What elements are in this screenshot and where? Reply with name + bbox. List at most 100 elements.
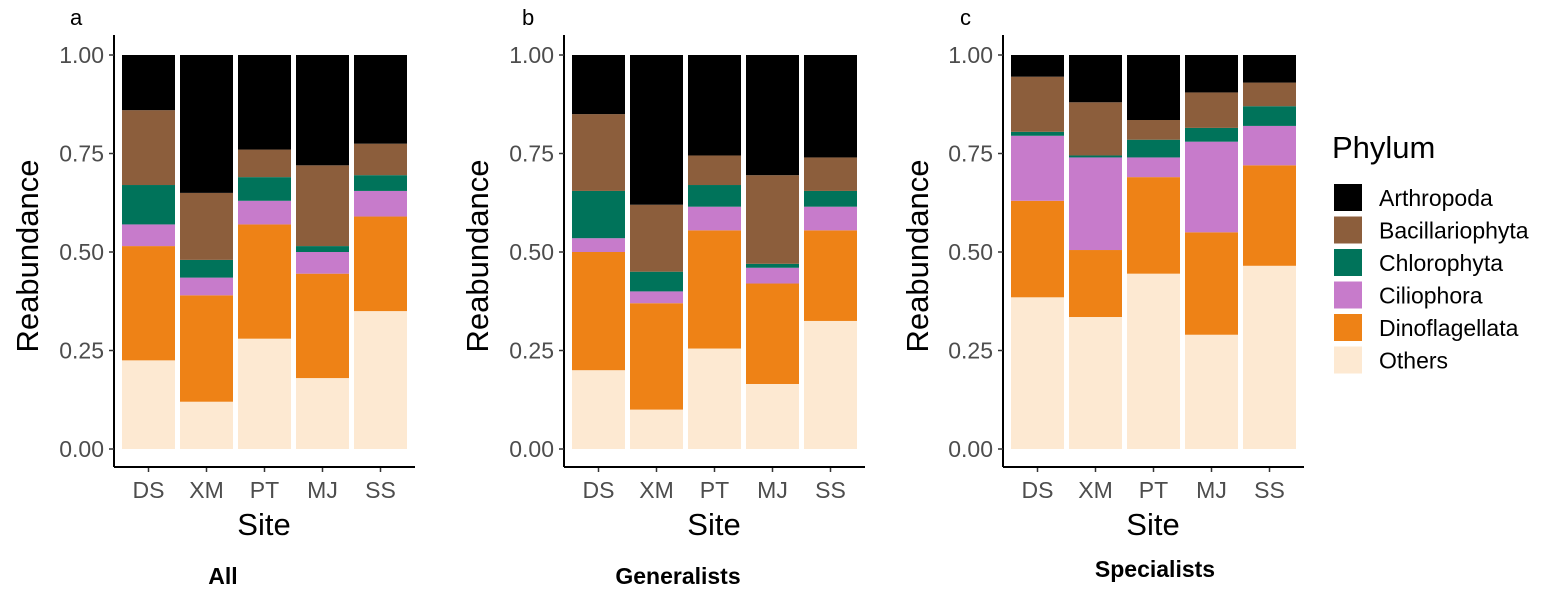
x-axis-title: Site bbox=[687, 507, 740, 542]
bar-segment-others-xm bbox=[1069, 317, 1122, 449]
bar-segment-bacillariophyta-xm bbox=[630, 204, 683, 272]
bar-segment-bacillariophyta-pt bbox=[688, 155, 741, 186]
bar-segment-ciliophora-mj bbox=[746, 267, 799, 284]
bar-segment-arthropoda-ss bbox=[804, 55, 857, 158]
y-tick-label: 0.25 bbox=[509, 338, 554, 364]
bar-segment-ciliophora-xm bbox=[1069, 157, 1122, 251]
bar-segment-others-mj bbox=[296, 378, 349, 449]
bar-segment-chlorophyta-xm bbox=[630, 271, 683, 292]
bar-segment-dinoflagellata-pt bbox=[1127, 177, 1180, 274]
panel-letter: b bbox=[522, 5, 534, 30]
x-tick-label: DS bbox=[1022, 477, 1054, 503]
y-tick-label: 1.00 bbox=[59, 42, 104, 68]
legend-label: Arthropoda bbox=[1379, 185, 1493, 211]
bar-segment-chlorophyta-xm bbox=[180, 259, 233, 278]
bar-segment-chlorophyta-xm bbox=[1069, 155, 1122, 158]
x-tick-label: SS bbox=[365, 477, 396, 503]
y-tick-label: 0.00 bbox=[509, 436, 554, 462]
bar-segment-bacillariophyta-ds bbox=[572, 114, 625, 191]
bar-segment-dinoflagellata-ss bbox=[804, 230, 857, 321]
bar-segment-ciliophora-mj bbox=[296, 252, 349, 274]
x-tick-label: PT bbox=[700, 477, 729, 503]
bar-segment-ciliophora-pt bbox=[688, 206, 741, 231]
legend-items: Arthropoda Bacillariophyta Chlorophyta Cili… bbox=[1334, 184, 1529, 374]
bar-segment-dinoflagellata-ds bbox=[1011, 200, 1064, 298]
bar-segment-bacillariophyta-pt bbox=[1127, 120, 1180, 140]
x-tick-label: PT bbox=[250, 477, 279, 503]
legend-swatch-chlorophyta bbox=[1334, 249, 1362, 276]
panel-caption: Generalists bbox=[615, 563, 740, 589]
bar-segment-bacillariophyta-ss bbox=[1243, 82, 1296, 107]
bar-segment-chlorophyta-pt bbox=[688, 185, 741, 207]
y-tick-label: 0.00 bbox=[59, 436, 104, 462]
panel-a: a DS XM PT MJ SS 0.00 0.25 0.50 0.75 1.00 Site Reabu… bbox=[10, 5, 415, 589]
bar-segment-others-xm bbox=[630, 409, 683, 449]
bar-segment-chlorophyta-ds bbox=[122, 185, 175, 225]
y-tick-label: 0.75 bbox=[59, 141, 104, 167]
bar-segment-arthropoda-pt bbox=[1127, 55, 1180, 121]
legend-label: Chlorophyta bbox=[1379, 250, 1503, 276]
bar-segment-chlorophyta-ds bbox=[572, 190, 625, 239]
bar-segment-dinoflagellata-ss bbox=[354, 216, 407, 312]
bar-segment-arthropoda-xm bbox=[630, 55, 683, 205]
y-tick-label: 0.25 bbox=[948, 338, 993, 364]
bar-segment-arthropoda-pt bbox=[688, 55, 741, 156]
y-tick-label: 0.50 bbox=[59, 239, 104, 265]
x-tick-label: MJ bbox=[307, 477, 338, 503]
bar-segment-dinoflagellata-mj bbox=[296, 273, 349, 379]
bar-segment-arthropoda-ss bbox=[354, 55, 407, 144]
bar-segment-arthropoda-ds bbox=[1011, 55, 1064, 77]
panel-caption: Specialists bbox=[1095, 556, 1215, 582]
bar-segment-others-ds bbox=[572, 370, 625, 449]
x-axis-title: Site bbox=[237, 507, 290, 542]
y-tick-label: 1.00 bbox=[948, 42, 993, 68]
bar-segment-others-ss bbox=[804, 320, 857, 449]
y-axis-title: Reabundance bbox=[10, 159, 45, 352]
legend-label: Others bbox=[1379, 348, 1448, 374]
legend-swatch-others bbox=[1334, 346, 1362, 374]
legend-label: Bacillariophyta bbox=[1379, 218, 1529, 244]
bar-segment-others-xm bbox=[180, 401, 233, 449]
bar-segment-chlorophyta-ds bbox=[1011, 131, 1064, 136]
bar-segment-ciliophora-pt bbox=[238, 200, 291, 225]
x-tick-label: XM bbox=[639, 477, 674, 503]
bar-segment-chlorophyta-pt bbox=[238, 177, 291, 201]
y-tick-label: 0.00 bbox=[948, 436, 993, 462]
bar-segment-dinoflagellata-xm bbox=[1069, 250, 1122, 318]
bar-segment-arthropoda-mj bbox=[746, 55, 799, 176]
bar-segment-dinoflagellata-pt bbox=[688, 230, 741, 349]
bar-segment-arthropoda-pt bbox=[238, 55, 291, 150]
y-axis-title: Reabundance bbox=[900, 159, 935, 352]
bar-segment-bacillariophyta-mj bbox=[746, 175, 799, 264]
bar-segment-dinoflagellata-ds bbox=[572, 252, 625, 371]
bar-segment-chlorophyta-ss bbox=[354, 175, 407, 191]
x-tick-label: SS bbox=[1254, 477, 1285, 503]
chart-panels: a DS XM PT MJ SS 0.00 0.25 0.50 0.75 1.00 Site Reabu… bbox=[10, 5, 1304, 589]
x-tick-label: DS bbox=[583, 477, 615, 503]
bar-segment-ciliophora-ss bbox=[354, 190, 407, 217]
bar-segment-ciliophora-mj bbox=[1185, 141, 1238, 233]
x-tick-label: DS bbox=[133, 477, 165, 503]
x-tick-label: PT bbox=[1139, 477, 1168, 503]
bars bbox=[1011, 55, 1296, 449]
bar-segment-ciliophora-pt bbox=[1127, 157, 1180, 178]
y-tick-label: 0.25 bbox=[59, 338, 104, 364]
y-tick-label: 0.75 bbox=[509, 141, 554, 167]
legend-swatch-dinoflagellata bbox=[1334, 314, 1362, 341]
x-tick-label: XM bbox=[189, 477, 224, 503]
bar-segment-others-pt bbox=[1127, 273, 1180, 449]
legend-label: Ciliophora bbox=[1379, 283, 1483, 309]
bar-segment-chlorophyta-ss bbox=[1243, 106, 1296, 126]
bar-segment-ciliophora-xm bbox=[630, 291, 683, 304]
bar-segment-others-mj bbox=[1185, 334, 1238, 449]
y-tick-label: 0.50 bbox=[509, 239, 554, 265]
bar-segment-ciliophora-ss bbox=[804, 206, 857, 231]
bar-segment-dinoflagellata-pt bbox=[238, 224, 291, 339]
bar-segment-bacillariophyta-mj bbox=[1185, 92, 1238, 128]
bar-segment-bacillariophyta-xm bbox=[180, 192, 233, 260]
legend-swatch-arthropoda bbox=[1334, 184, 1362, 211]
bar-segment-dinoflagellata-xm bbox=[630, 303, 683, 410]
x-tick-label: MJ bbox=[757, 477, 788, 503]
bar-segment-bacillariophyta-xm bbox=[1069, 102, 1122, 156]
